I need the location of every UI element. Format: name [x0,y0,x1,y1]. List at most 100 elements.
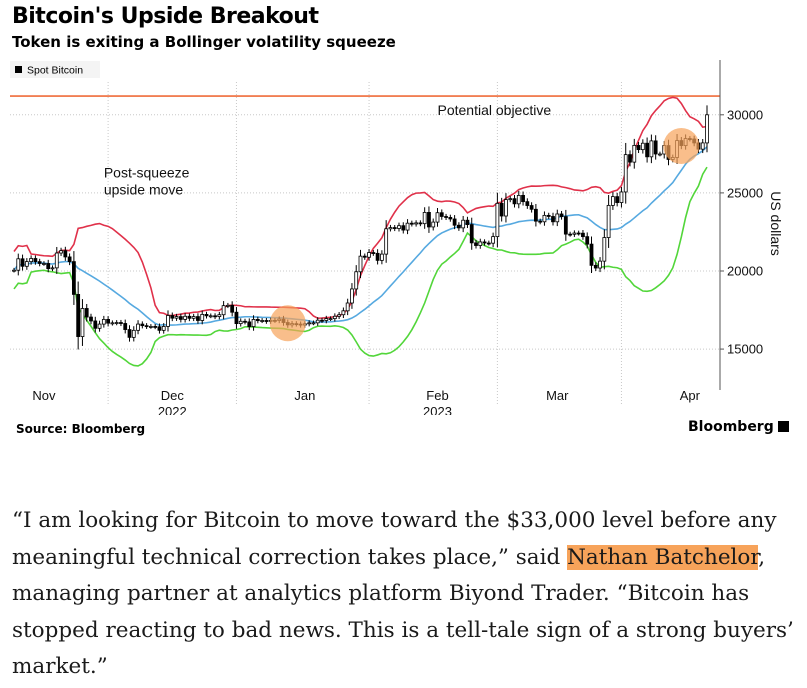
candle [568,231,572,237]
candle [54,246,59,274]
candle [623,142,628,204]
candle [149,324,153,329]
candle-body [307,322,312,325]
candle-body [324,318,329,321]
candle [658,151,662,157]
candle-body [153,326,158,328]
candle [59,247,63,256]
candle [546,212,551,220]
candle-body [478,241,483,246]
candle [645,137,649,163]
annotation-line: Post-squeeze [104,164,190,180]
candle [521,191,525,206]
candle [405,219,410,235]
candle-body [37,261,42,264]
candle-body [401,225,406,231]
candle [251,315,256,331]
candle-body [512,198,517,205]
candle [166,310,170,332]
candle [371,250,376,256]
candle-body [572,232,577,235]
candle [542,211,547,226]
candle-body [42,263,46,265]
candle-body [315,319,320,324]
candle [46,259,51,273]
candle-body [700,142,705,150]
candle-body [238,320,243,325]
candle-body [414,222,418,225]
candle-body [264,320,269,322]
candle [76,281,81,350]
candle-body [516,194,521,205]
candle [384,220,389,263]
candle [392,224,397,232]
candle [42,261,46,266]
bollinger-bands [13,96,708,367]
candle-body [46,263,51,270]
candle [200,310,205,325]
candle [508,196,513,203]
candle [427,206,431,233]
x-year-label: 2023 [423,404,452,415]
candle-body [474,242,478,246]
annotation: Potential objective [438,102,552,118]
candle-body [136,323,140,331]
candle [572,230,577,237]
candle [636,142,641,154]
candle-body [619,191,624,203]
candle [401,222,406,234]
candle [457,222,461,231]
candle [123,319,128,334]
candle-body [546,214,551,217]
candle [555,209,560,227]
candle-body [606,204,611,238]
candle-body [234,311,239,325]
candle-body [658,153,662,156]
candle [559,210,564,220]
candle-body [367,252,371,258]
candle [341,307,346,319]
candle-body [76,294,81,337]
candle-body [568,233,572,236]
candle-body [482,241,487,244]
person-name-link[interactable]: Nathan Batchelor [567,544,759,570]
legend-entry: Spot Bitcoin [27,65,83,77]
candle [589,236,594,274]
candle-body [576,232,581,235]
candle-body [110,322,115,325]
candle-body [431,221,436,228]
candle-body [187,315,192,319]
candle [238,318,243,327]
candle [422,207,427,229]
candle-body [119,322,123,324]
quote-text-end: , managing partner at analytics platform… [12,544,794,680]
candle-body [465,219,470,225]
candle-body [542,214,547,223]
quote-text-start: “I am looking for Bitcoin to move toward… [12,508,777,570]
x-tick-label: Feb [426,388,448,403]
candle [315,317,320,326]
candle-body [555,213,560,223]
candle [452,215,457,230]
candle-body [563,216,568,235]
candle-body [63,250,68,258]
annotation: Post-squeeze upside move [104,164,190,197]
candle-body [593,264,598,269]
candle [84,303,89,322]
candle-body [24,261,29,267]
candle-body [448,217,453,220]
candle-body [628,154,632,163]
candle [700,139,705,154]
candle [388,224,393,232]
x-tick-label: Mar [546,388,569,403]
candle-body [504,199,508,217]
annotation-line: Potential objective [438,102,552,118]
candle-body [384,228,389,255]
candle-body [611,196,615,206]
candle [504,193,508,223]
candle-body [106,319,110,324]
candle [33,255,38,265]
candle-body [508,198,513,201]
candle [632,138,637,169]
candle [50,265,55,272]
